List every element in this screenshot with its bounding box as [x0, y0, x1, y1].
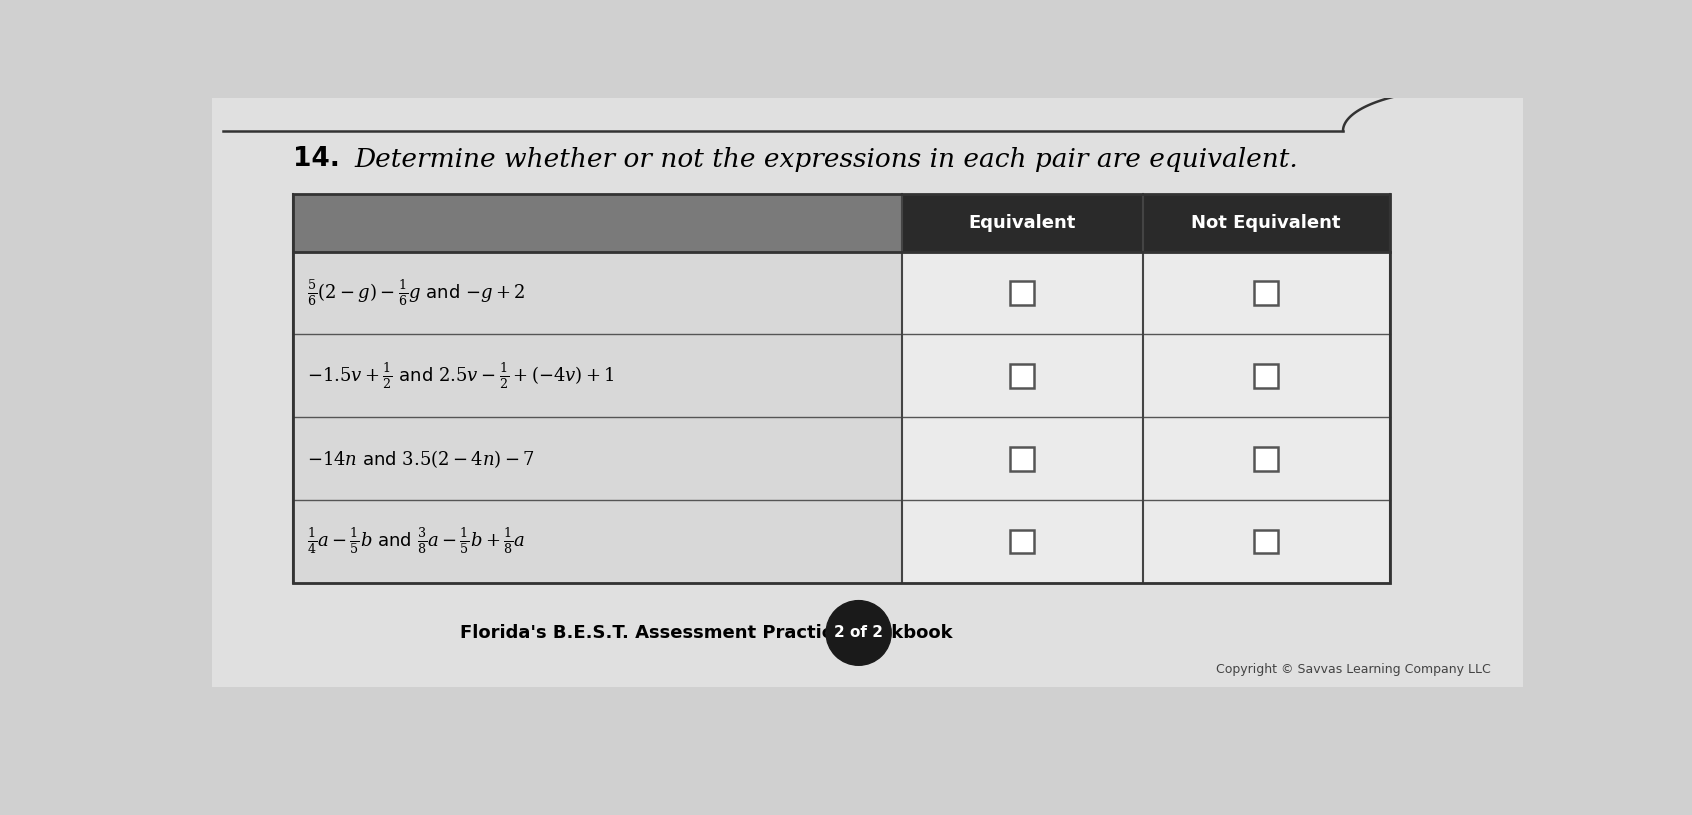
Bar — [902, 334, 1389, 417]
FancyBboxPatch shape — [1254, 530, 1277, 553]
Bar — [293, 194, 902, 252]
Text: 14.: 14. — [293, 147, 340, 173]
Text: Equivalent: Equivalent — [968, 214, 1076, 231]
Text: Florida's B.E.S.T. Assessment Practice Workbook: Florida's B.E.S.T. Assessment Practice W… — [460, 624, 953, 642]
Bar — [293, 194, 1389, 252]
Text: Not Equivalent: Not Equivalent — [1191, 214, 1340, 231]
Bar — [902, 252, 1389, 334]
Text: $\frac{5}{6}(2-g)-\frac{1}{6}g$ and $-g+2$: $\frac{5}{6}(2-g)-\frac{1}{6}g$ and $-g+… — [306, 278, 525, 308]
Bar — [293, 334, 902, 417]
Bar — [293, 194, 1389, 583]
FancyBboxPatch shape — [1010, 281, 1034, 305]
Text: Copyright © Savvas Learning Company LLC: Copyright © Savvas Learning Company LLC — [1215, 663, 1491, 676]
Text: $-14n$ and $3.5(2-4n)-7$: $-14n$ and $3.5(2-4n)-7$ — [306, 447, 535, 469]
FancyBboxPatch shape — [1010, 447, 1034, 470]
Bar — [293, 417, 902, 500]
Bar — [293, 500, 902, 583]
Bar — [902, 417, 1389, 500]
FancyBboxPatch shape — [1254, 447, 1277, 470]
Circle shape — [826, 601, 892, 665]
Bar — [902, 500, 1389, 583]
Text: Determine whether or not the expressions in each pair are equivalent.: Determine whether or not the expressions… — [355, 147, 1299, 172]
Text: 2 of 2: 2 of 2 — [834, 625, 883, 641]
Bar — [293, 252, 902, 334]
Text: $-1.5v+\frac{1}{2}$ and $2.5v-\frac{1}{2}+(-4v)+1$: $-1.5v+\frac{1}{2}$ and $2.5v-\frac{1}{2… — [306, 361, 614, 390]
FancyBboxPatch shape — [1010, 364, 1034, 388]
Bar — [293, 194, 1389, 583]
FancyBboxPatch shape — [1254, 364, 1277, 388]
FancyBboxPatch shape — [1010, 530, 1034, 553]
FancyBboxPatch shape — [1254, 281, 1277, 305]
FancyBboxPatch shape — [212, 98, 1523, 687]
Text: $\frac{1}{4}a-\frac{1}{5}b$ and $\frac{3}{8}a-\frac{1}{5}b+\frac{1}{8}a$: $\frac{1}{4}a-\frac{1}{5}b$ and $\frac{3… — [306, 526, 525, 557]
